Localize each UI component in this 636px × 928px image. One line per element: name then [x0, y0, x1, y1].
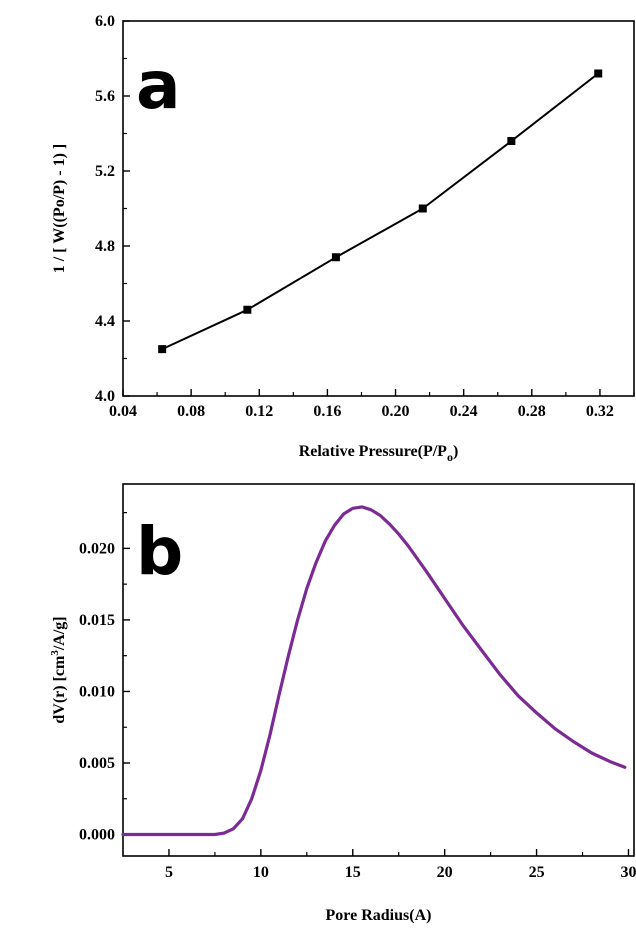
y-tick-label: 0.005 — [79, 755, 115, 772]
x-tick-label: 15 — [345, 864, 361, 881]
y-tick-label: 0.000 — [79, 827, 115, 844]
y-tick-label: 4.8 — [95, 238, 115, 255]
x-tick-label: 0.16 — [313, 403, 341, 420]
x-tick-label: 0.32 — [586, 403, 614, 420]
y-tick-label: 6.0 — [95, 13, 115, 30]
panel-b-chart: 5 10 15 20 25 30 0.000 0.005 0.010 0.015 0.020 b Por… — [49, 483, 636, 924]
y-axis-title: dV(r) [cm3/A/g] — [49, 616, 68, 723]
panel-letter: b — [136, 513, 183, 590]
data-point-marker — [158, 345, 167, 354]
data-point-marker — [418, 204, 427, 213]
x-tick-label: 0.08 — [177, 403, 205, 420]
y-tick-label: 5.6 — [95, 88, 115, 105]
x-tick-label: 0.12 — [245, 403, 273, 420]
x-tick-label: 0.20 — [382, 403, 410, 420]
series-line — [161, 72, 600, 351]
y-tick-label: 5.2 — [95, 163, 115, 180]
data-point-marker — [243, 305, 252, 314]
plot-frame — [122, 20, 635, 397]
data-point-marker — [331, 253, 340, 262]
x-tick-label: 0.04 — [109, 403, 137, 420]
y-axis-title: 1 / [ W((Po/P) - 1) ] — [51, 144, 68, 273]
y-tick-label: 0.015 — [79, 612, 115, 629]
y-tick-label: 4.4 — [95, 313, 115, 330]
series-line — [121, 505, 627, 837]
y-tick-label: 0.020 — [79, 540, 115, 557]
panel-letter: a — [136, 47, 181, 124]
x-axis-title: Relative Pressure(P/Po) — [299, 443, 459, 464]
plot-frame — [122, 483, 635, 857]
y-tick-label: 0.010 — [79, 683, 115, 700]
x-tick-label: 5 — [165, 864, 173, 881]
data-point-marker — [594, 69, 603, 78]
x-tick-label: 10 — [253, 864, 269, 881]
x-tick-label: 30 — [620, 864, 636, 881]
x-axis-title: Pore Radius(A) — [326, 907, 432, 924]
x-tick-label: 0.24 — [450, 403, 478, 420]
data-point-marker — [507, 137, 516, 145]
x-tick-label: 20 — [437, 864, 453, 881]
x-tick-label: 25 — [529, 864, 545, 881]
x-tick-label: 0.28 — [518, 403, 546, 420]
panel-a-chart: 0.04 0.08 0.12 0.16 0.20 0.24 0.28 0.32 4.0 4.4 4.… — [51, 13, 635, 464]
y-tick-label: 4.0 — [95, 388, 115, 405]
